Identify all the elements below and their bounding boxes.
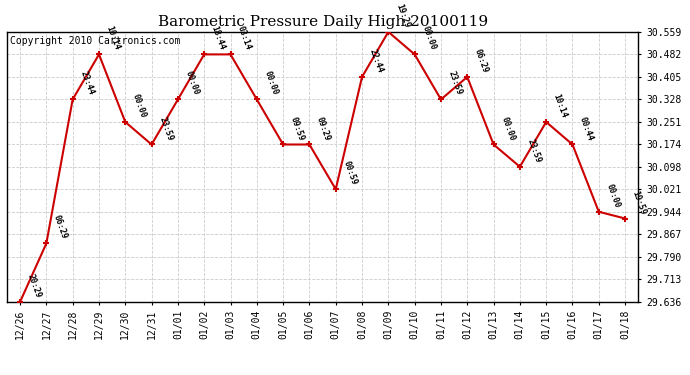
Text: 20:29: 20:29 [26,273,43,299]
Text: 23:59: 23:59 [525,137,542,164]
Text: 09:59: 09:59 [288,115,306,142]
Text: Copyright 2010 Cartronics.com: Copyright 2010 Cartronics.com [10,36,180,46]
Text: 23:59: 23:59 [157,115,174,142]
Text: 10:14: 10:14 [552,93,569,119]
Text: 09:29: 09:29 [315,115,332,142]
Text: 00:59: 00:59 [342,160,358,186]
Text: 22:44: 22:44 [368,48,384,74]
Text: 00:00: 00:00 [131,93,148,119]
Text: 00:44: 00:44 [578,115,595,142]
Text: 23:59: 23:59 [446,70,464,97]
Text: 18:44: 18:44 [210,25,227,52]
Text: 03:14: 03:14 [236,25,253,52]
Text: 00:00: 00:00 [262,70,279,97]
Text: 06:29: 06:29 [473,48,490,74]
Text: 00:00: 00:00 [420,25,437,52]
Text: 19:59: 19:59 [631,189,648,216]
Text: 23:44: 23:44 [78,70,95,97]
Text: 00:00: 00:00 [184,70,201,97]
Title: Barometric Pressure Daily High 20100119: Barometric Pressure Daily High 20100119 [157,15,488,29]
Text: 00:00: 00:00 [604,182,622,209]
Text: 19:29: 19:29 [394,3,411,29]
Text: 06:29: 06:29 [52,214,69,241]
Text: 00:00: 00:00 [499,115,516,142]
Text: 10:14: 10:14 [104,25,121,52]
